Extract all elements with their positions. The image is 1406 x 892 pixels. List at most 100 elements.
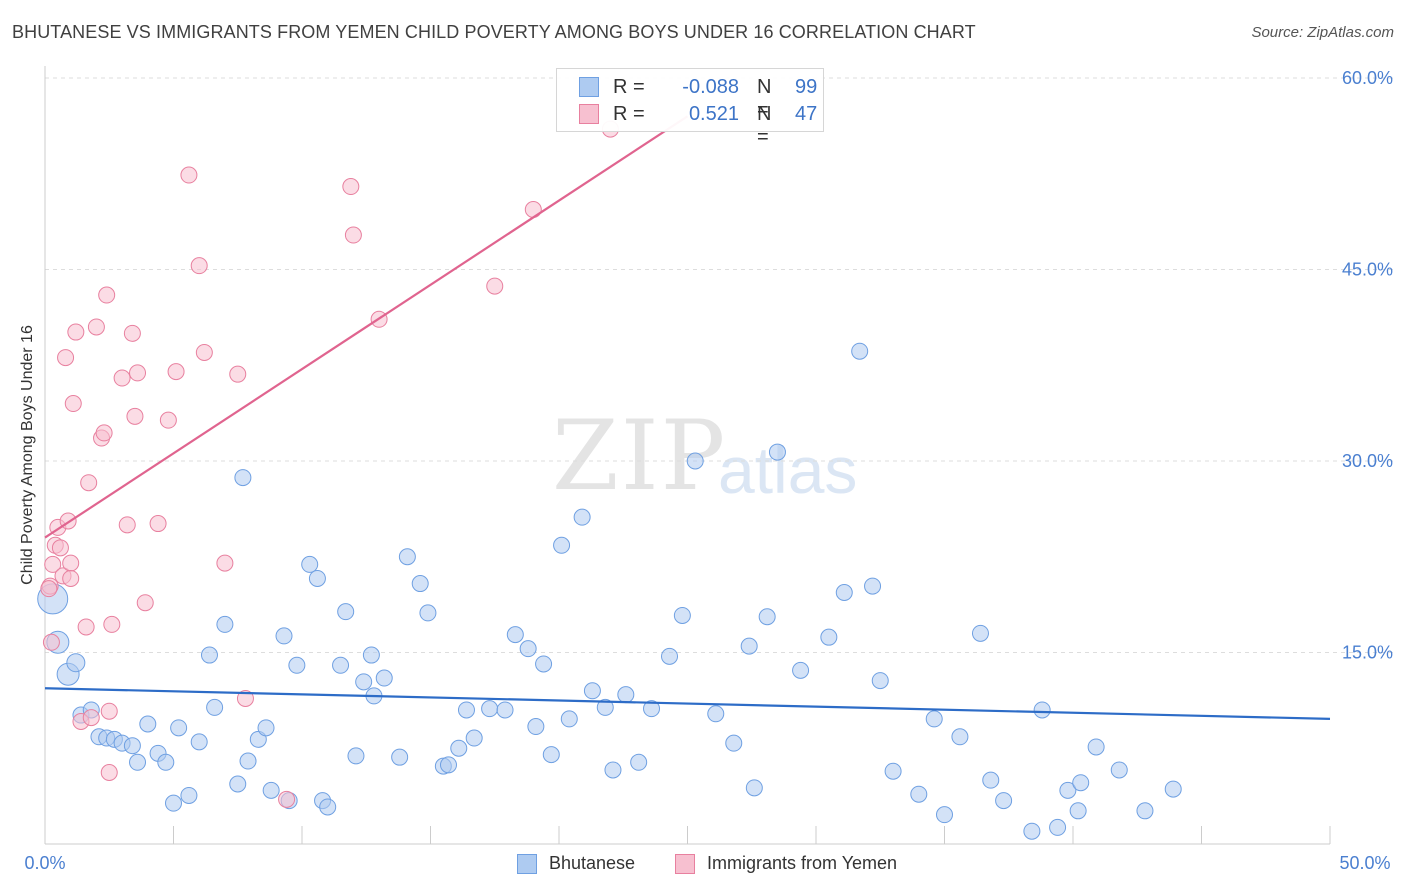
- yemen-point: [167, 363, 185, 381]
- bhutanese-point: [673, 606, 691, 624]
- bhutanese-point: [1059, 781, 1077, 799]
- bhutanese-point: [925, 710, 943, 728]
- y-tick-label: 60.0%: [1342, 68, 1393, 88]
- yemen-point: [44, 555, 62, 573]
- bhutanese-point: [835, 583, 853, 601]
- bhutanese-point: [1164, 780, 1182, 798]
- yemen-point: [80, 474, 98, 492]
- bhutanese-point: [457, 701, 475, 719]
- bhutanese-point: [362, 646, 380, 664]
- bhutanese-point: [347, 747, 365, 765]
- bhutanese-point: [758, 608, 776, 626]
- yemen-point: [342, 178, 360, 196]
- legend-n-label: N =: [757, 76, 772, 121]
- bhutanese-point: [745, 779, 763, 797]
- yemen-point: [57, 349, 75, 367]
- source-label: Source: ZipAtlas.com: [1251, 24, 1394, 41]
- bhutanese-point: [190, 733, 208, 751]
- bhutanese-point: [951, 728, 969, 746]
- bhutanese-point: [1023, 822, 1041, 840]
- bhutanese-point: [884, 762, 902, 780]
- bhutanese-point: [157, 753, 175, 771]
- yemen-point: [40, 580, 58, 598]
- bhutanese-point: [216, 615, 234, 633]
- bhutanese-point: [355, 673, 373, 691]
- bhutanese-point: [257, 719, 275, 737]
- bhutanese-trend-line: [44, 687, 1331, 720]
- y-tick-label: 30.0%: [1342, 451, 1393, 471]
- bottom-legend-label-bhutanese: Bhutanese: [549, 853, 636, 873]
- bhutanese-point: [1110, 761, 1128, 779]
- bhutanese-point: [596, 698, 614, 716]
- bhutanese-point: [982, 771, 1000, 789]
- yemen-trend-line: [44, 115, 689, 539]
- yemen-point: [51, 539, 69, 557]
- bhutanese-point: [936, 806, 953, 824]
- bhutanese-point: [391, 748, 409, 766]
- yemen-point: [98, 286, 116, 304]
- yemen-point: [236, 689, 254, 707]
- bhutanese-point: [583, 682, 601, 700]
- bhutanese-point: [1049, 818, 1067, 836]
- legend-n-label: N =: [757, 103, 772, 148]
- bhutanese-point: [553, 536, 571, 554]
- bhutanese-point: [411, 575, 429, 593]
- yemen-point: [64, 395, 82, 413]
- legend-n-value: 99: [795, 76, 818, 98]
- bhutanese-point: [439, 756, 457, 774]
- bhutanese-point: [308, 569, 326, 587]
- bhutanese-point: [465, 729, 483, 747]
- bhutanese-point: [661, 647, 679, 665]
- yemen-point: [77, 618, 95, 636]
- bhutanese-point: [66, 653, 86, 673]
- bhutanese-point: [206, 698, 224, 716]
- bhutanese-point: [1072, 774, 1090, 792]
- bhutanese-point: [707, 705, 725, 723]
- bhutanese-point: [234, 469, 252, 487]
- yemen-point: [129, 364, 147, 382]
- bhutanese-point: [725, 734, 743, 752]
- yemen-point: [82, 709, 100, 727]
- bhutanese-point: [910, 785, 928, 803]
- bhutanese-point: [995, 792, 1013, 810]
- bhutanese-point: [1136, 802, 1154, 820]
- bottom-legend-swatch-bhutanese: [517, 854, 537, 874]
- yemen-point: [216, 554, 234, 572]
- y-axis-title: Child Poverty Among Boys Under 16: [19, 325, 36, 585]
- yemen-point: [190, 257, 208, 275]
- bhutanese-point: [792, 661, 810, 679]
- x-tick-label: 0.0%: [24, 853, 65, 873]
- bhutanese-point: [239, 752, 257, 770]
- bhutanese-point: [768, 443, 786, 461]
- legend-n-value: 47: [795, 103, 818, 125]
- yemen-point: [159, 411, 177, 429]
- bhutanese-point: [1069, 802, 1087, 820]
- yemen-point: [195, 343, 213, 361]
- bhutanese-point: [139, 715, 157, 733]
- bhutanese-point: [560, 710, 578, 728]
- bhutanese-point: [419, 604, 437, 622]
- yemen-point: [100, 764, 118, 782]
- yemen-point: [103, 615, 121, 633]
- yemen-point: [62, 569, 80, 587]
- yemen-point: [113, 369, 131, 387]
- bhutanese-point: [527, 718, 545, 736]
- bhutanese-point: [604, 761, 622, 779]
- yemen-point: [67, 323, 85, 341]
- bhutanese-point: [165, 794, 182, 812]
- bhutanese-point: [288, 656, 306, 674]
- bhutanese-point: [506, 626, 524, 644]
- bhutanese-point: [871, 672, 889, 690]
- legend-swatch-yemen: [579, 104, 599, 124]
- legend-swatch-bhutanese: [579, 77, 599, 97]
- yemen-point: [62, 554, 80, 572]
- legend-r-label: R =: [613, 103, 645, 125]
- bhutanese-point: [262, 781, 280, 799]
- yemen-point: [100, 702, 118, 720]
- correlation-legend: R = -0.088 N = 99 R = 0.521 N = 47: [556, 68, 824, 148]
- yemen-point: [136, 594, 154, 612]
- bhutanese-point: [643, 700, 661, 718]
- bhutanese-point: [1033, 701, 1051, 719]
- bhutanese-point: [496, 701, 514, 719]
